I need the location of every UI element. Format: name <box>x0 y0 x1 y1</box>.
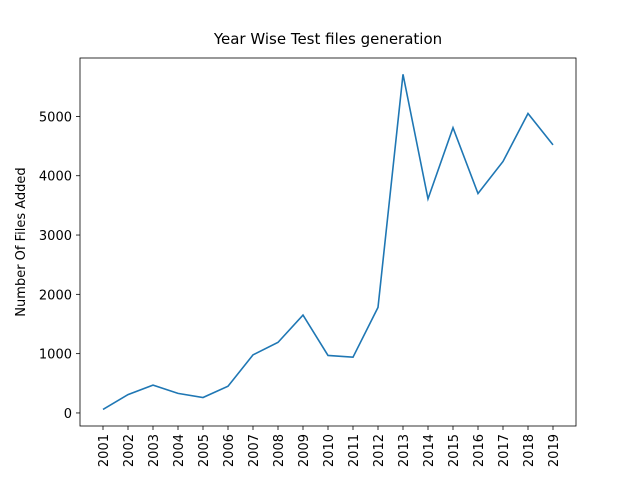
x-tick-label: 2005 <box>197 434 212 467</box>
x-tick-label: 2001 <box>97 434 112 467</box>
plot-frame <box>79 57 577 427</box>
x-tick-label: 2015 <box>447 434 462 467</box>
x-tick-label: 2010 <box>322 434 337 467</box>
x-tick-label: 2006 <box>222 434 237 467</box>
x-tick-label: 2013 <box>397 434 412 467</box>
y-tick-label: 5000 <box>39 110 72 125</box>
y-tick-label: 2000 <box>39 288 72 303</box>
x-tick-label: 2016 <box>472 434 487 467</box>
x-tick-label: 2011 <box>347 434 362 467</box>
chart-title: Year Wise Test files generation <box>213 30 442 48</box>
x-tick-label: 2018 <box>522 434 537 467</box>
x-tick-label: 2017 <box>497 434 512 467</box>
y-tick-label: 4000 <box>39 170 72 185</box>
x-tick-label: 2003 <box>147 434 162 467</box>
x-tick-label: 2009 <box>297 434 312 467</box>
y-axis-label: Number Of Files Added <box>14 167 29 316</box>
x-tick-label: 2012 <box>372 434 387 467</box>
data-line <box>102 74 554 411</box>
x-tick-label: 2014 <box>422 434 437 467</box>
x-tick-label: 2002 <box>122 434 137 467</box>
x-tick-label: 2019 <box>547 434 562 467</box>
x-tick-label: 2008 <box>272 434 287 467</box>
y-tick-label: 3000 <box>39 229 72 244</box>
y-tick-label: 0 <box>64 407 72 422</box>
x-tick-label: 2004 <box>172 434 187 467</box>
y-tick-label: 1000 <box>39 348 72 363</box>
x-tick-label: 2007 <box>247 434 262 467</box>
